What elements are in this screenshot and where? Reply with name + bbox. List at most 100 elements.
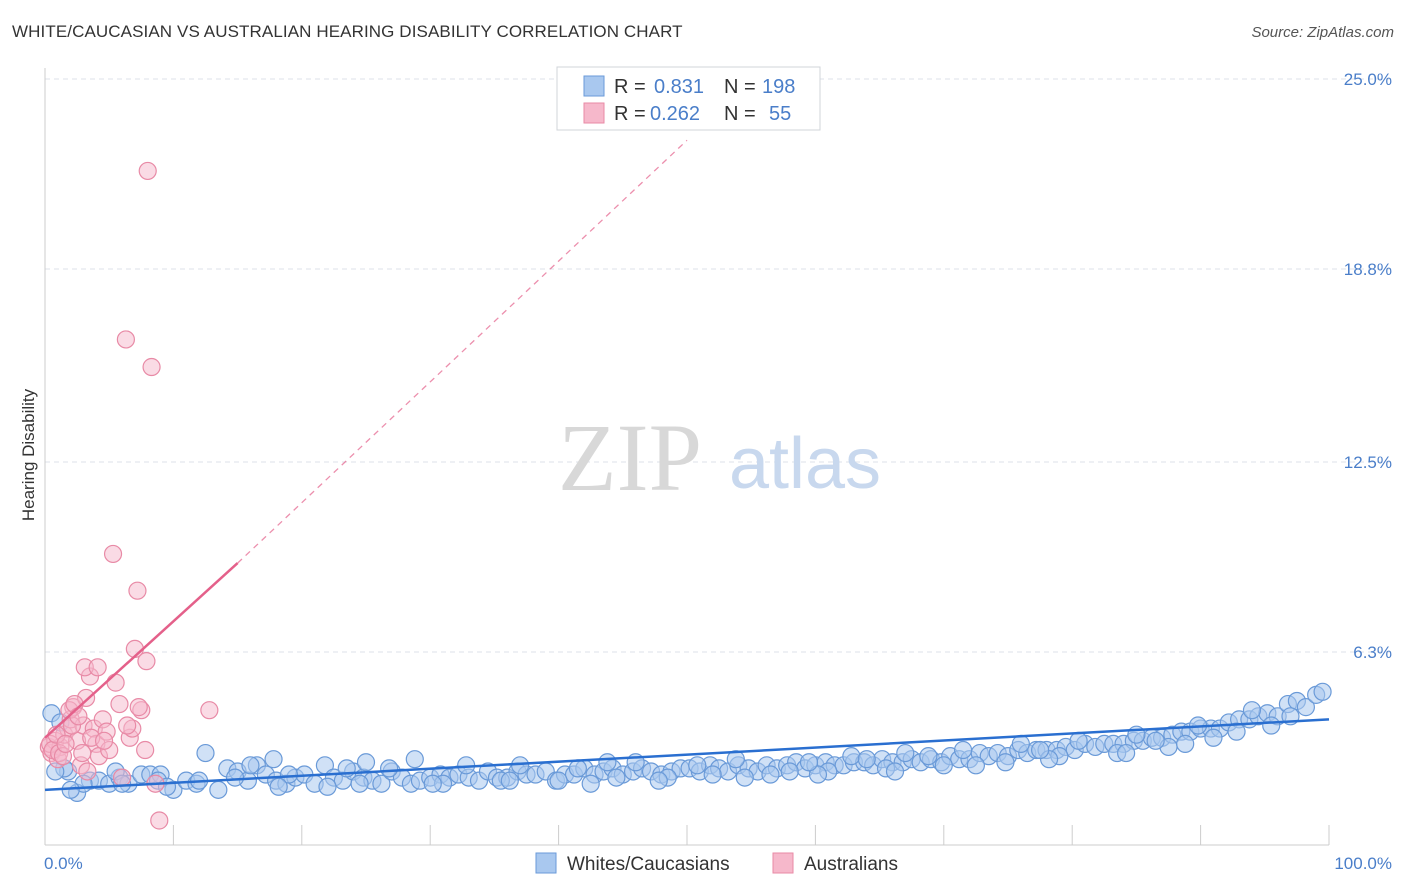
data-point-australians	[73, 743, 92, 763]
data-point-whites	[1069, 731, 1088, 750]
data-point-whites	[1204, 728, 1223, 747]
data-point-whites	[279, 765, 299, 784]
data-point-whites	[1117, 743, 1136, 763]
legend-n-value: 198	[762, 76, 795, 98]
data-point-whites	[919, 747, 938, 766]
data-point-australians	[110, 694, 129, 714]
data-point-whites	[735, 768, 754, 787]
data-point-australians	[118, 716, 137, 735]
data-point-whites	[1227, 722, 1246, 741]
legend-r-label: R =	[614, 76, 646, 98]
data-point-whites	[318, 777, 337, 796]
y-tick-label: 6.3%	[1353, 643, 1392, 662]
data-point-whites	[1030, 740, 1050, 760]
watermark-zip: ZIP	[558, 404, 702, 511]
data-point-whites	[1176, 734, 1195, 753]
data-point-whites	[1296, 698, 1315, 717]
data-point-whites	[372, 774, 391, 793]
data-point-whites	[549, 771, 568, 790]
data-point-australians	[129, 698, 148, 717]
data-point-australians	[78, 762, 97, 781]
data-point-whites	[405, 750, 424, 769]
data-point-whites	[688, 756, 707, 775]
x-tick-label: 0.0%	[44, 854, 83, 873]
data-point-australians	[88, 658, 107, 677]
data-point-whites	[996, 753, 1015, 772]
data-point-whites	[885, 762, 905, 781]
trend-lines	[44, 139, 1330, 792]
data-point-australians	[56, 734, 75, 753]
data-point-whites	[380, 759, 399, 778]
legend-n-label: N =	[724, 76, 756, 98]
series-australians-points	[39, 161, 219, 830]
data-point-whites	[808, 765, 828, 784]
legend-r-label: R =	[614, 103, 646, 125]
data-point-australians	[128, 581, 147, 600]
data-point-whites	[581, 774, 600, 793]
watermark: ZIP atlas	[558, 404, 881, 511]
series-whites-points	[42, 682, 1332, 803]
data-point-whites	[568, 759, 587, 778]
legend-r-value: 0.831	[654, 76, 704, 98]
data-point-australians	[94, 731, 114, 750]
data-point-whites	[196, 743, 215, 763]
data-point-whites	[356, 753, 376, 772]
chart-title: WHITE/CAUCASIAN VS AUSTRALIAN HEARING DI…	[12, 22, 683, 41]
data-point-whites	[423, 774, 442, 793]
data-point-whites	[500, 771, 519, 790]
y-tick-label: 18.8%	[1344, 260, 1392, 279]
bottom-legend-australians: Australians	[804, 854, 898, 875]
trend-line-australians-extension	[237, 139, 688, 564]
data-point-whites	[269, 777, 288, 796]
data-point-whites	[241, 756, 260, 775]
data-point-whites	[1242, 701, 1262, 720]
data-point-whites	[264, 750, 283, 769]
tick-labels: 6.3% 12.5% 18.8% 25.0% 0.0% 100.0%	[44, 70, 1392, 873]
data-point-australians	[142, 357, 161, 377]
y-tick-label: 12.5%	[1344, 453, 1392, 472]
grid-lines	[45, 78, 1392, 653]
data-point-whites	[799, 753, 819, 772]
bottom-legend-swatch-blue	[535, 852, 557, 874]
legend-n-value: 55	[769, 103, 791, 125]
data-point-australians	[200, 701, 219, 720]
data-point-whites	[598, 753, 617, 772]
data-point-australians	[112, 768, 132, 787]
data-point-australians	[136, 740, 155, 760]
data-point-whites	[350, 774, 369, 793]
data-point-whites	[780, 762, 799, 781]
bottom-legend: Whites/Caucasians Australians	[535, 852, 898, 875]
data-point-australians	[138, 161, 157, 181]
source-label: Source: ZipAtlas.com	[1251, 24, 1394, 41]
legend-r-value: 0.262	[650, 103, 700, 125]
data-point-whites	[649, 771, 668, 790]
data-point-whites	[607, 768, 626, 787]
data-point-whites	[1262, 716, 1281, 735]
data-point-whites	[1313, 682, 1332, 701]
data-point-australians	[103, 544, 123, 564]
y-tick-label: 25.0%	[1344, 70, 1392, 89]
data-point-whites	[842, 747, 861, 766]
trend-line-whites	[44, 718, 1330, 792]
data-point-whites	[953, 740, 973, 760]
data-point-whites	[225, 768, 245, 787]
data-point-whites	[966, 756, 986, 775]
watermark-atlas: atlas	[729, 424, 881, 504]
legend-swatch-blue	[583, 75, 605, 97]
data-point-whites	[934, 756, 953, 775]
data-point-australians	[116, 330, 135, 349]
data-point-whites	[1146, 731, 1165, 750]
data-point-whites	[896, 743, 915, 763]
data-point-whites	[857, 750, 876, 769]
data-point-australians	[137, 652, 156, 671]
legend: R = 0.831 N = 198 R = 0.262 N = 55	[556, 66, 821, 131]
bottom-legend-swatch-pink	[772, 852, 794, 874]
legend-swatch-pink	[583, 102, 605, 124]
y-axis-title: Hearing Disability	[19, 388, 38, 521]
trend-line-australians	[44, 562, 239, 739]
data-point-whites	[703, 765, 722, 784]
data-point-australians	[106, 673, 125, 692]
data-point-australians	[69, 707, 88, 726]
data-point-whites	[209, 780, 228, 799]
